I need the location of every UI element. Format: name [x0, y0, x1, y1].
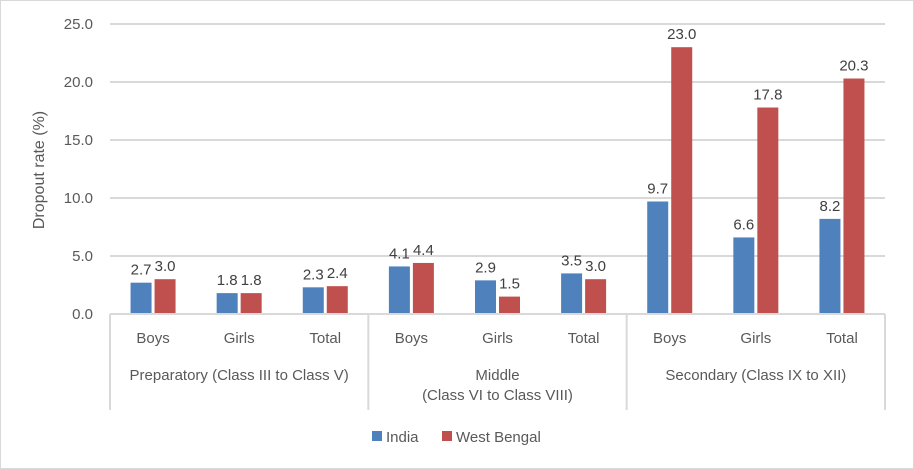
- legend-label: India: [386, 429, 419, 446]
- legend-swatch-india: [372, 431, 382, 441]
- bar-india: [475, 280, 496, 314]
- data-label: 17.8: [753, 87, 782, 104]
- x-category-label: Girls: [482, 330, 513, 347]
- legend-label: West Bengal: [456, 429, 541, 446]
- data-label: 1.5: [499, 276, 520, 293]
- bar-india: [302, 287, 324, 314]
- bar-west-bengal: [412, 262, 434, 314]
- x-category-label: Total: [826, 330, 858, 347]
- y-tick-label: 0.0: [72, 306, 93, 323]
- x-axis: Boys Girls Total Boys Girls Total Boys Girls Tot…: [109, 313, 886, 410]
- y-axis-title: Dropout rate (%): [31, 111, 48, 229]
- y-tick-label: 20.0: [64, 74, 93, 91]
- data-label: 6.6: [733, 216, 754, 233]
- legend: India West Bengal: [372, 429, 541, 446]
- data-label: 2.4: [327, 265, 348, 282]
- data-labels: 2.7 1.8 2.3 4.1 2.9 3.5 9.7 6.6 8.2 3.0 1.8 2.4 4.4 1…: [131, 26, 869, 292]
- y-tick-label: 5.0: [72, 248, 93, 265]
- x-category-label: Boys: [395, 330, 428, 347]
- bar-west-bengal: [671, 47, 693, 314]
- data-label: 2.9: [475, 259, 496, 276]
- bar-west-bengal: [154, 279, 176, 314]
- x-category-label: Girls: [224, 330, 255, 347]
- data-label: 1.8: [241, 272, 262, 289]
- y-axis-ticks: 0.0 5.0 10.0 15.0 20.0 25.0: [64, 16, 93, 323]
- legend-swatch-west-bengal: [442, 431, 452, 441]
- data-label: 2.3: [303, 266, 324, 283]
- data-label: 20.3: [839, 58, 868, 75]
- bar-west-bengal: [757, 107, 779, 315]
- data-label: 23.0: [667, 26, 696, 43]
- data-label: 3.0: [155, 258, 176, 275]
- bar-india: [216, 293, 238, 314]
- data-label: 3.5: [561, 252, 582, 269]
- bars: [130, 47, 865, 315]
- x-group-label: Secondary (Class IX to XII): [665, 367, 846, 384]
- bar-west-bengal: [843, 78, 865, 315]
- y-tick-label: 10.0: [64, 190, 93, 207]
- x-category-label: Total: [309, 330, 341, 347]
- bar-india: [733, 237, 755, 314]
- x-group-label: Preparatory (Class III to Class V): [130, 367, 349, 384]
- x-group-label: Middle: [475, 367, 519, 384]
- bar-india: [647, 201, 669, 314]
- bar-west-bengal: [585, 279, 607, 314]
- x-category-label: Total: [568, 330, 600, 347]
- data-label: 2.7: [131, 262, 152, 279]
- data-label: 9.7: [647, 180, 668, 197]
- data-label: 4.4: [413, 242, 434, 259]
- data-label: 3.0: [585, 258, 606, 275]
- bar-west-bengal: [326, 286, 348, 314]
- bar-west-bengal: [499, 296, 520, 314]
- bar-india: [130, 282, 152, 314]
- bar-west-bengal: [240, 293, 262, 314]
- bar-india: [388, 266, 410, 314]
- bar-india: [561, 273, 583, 314]
- x-category-label: Boys: [653, 330, 686, 347]
- data-label: 8.2: [820, 198, 841, 215]
- x-category-label: Girls: [740, 330, 771, 347]
- data-label: 4.1: [389, 245, 410, 262]
- bar-india: [819, 218, 841, 314]
- x-group-label: (Class VI to Class VIII): [422, 387, 573, 404]
- x-category-label: Boys: [136, 330, 169, 347]
- y-tick-label: 25.0: [64, 16, 93, 33]
- y-tick-label: 15.0: [64, 132, 93, 149]
- data-label: 1.8: [217, 272, 238, 289]
